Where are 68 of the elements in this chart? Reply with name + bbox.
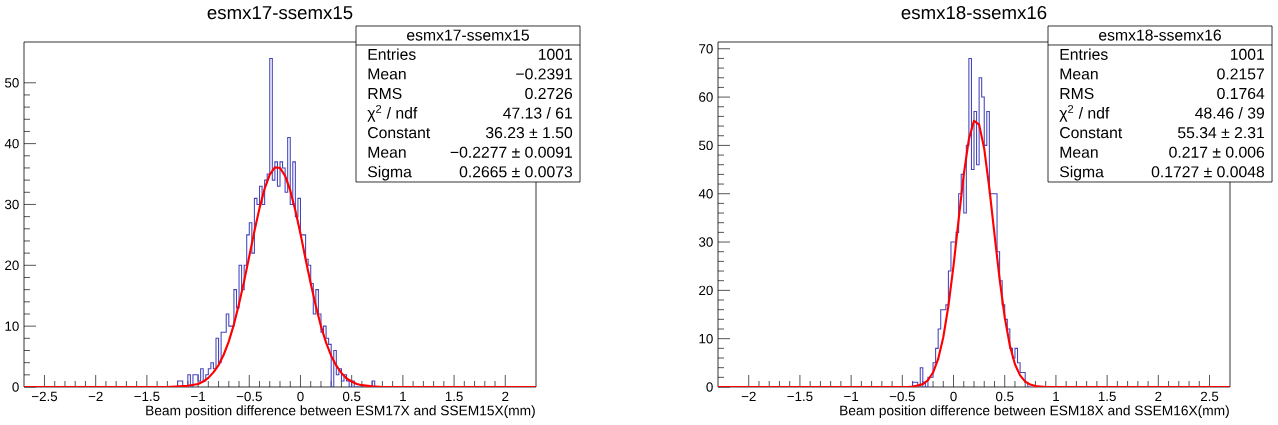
- chart-title: esmx18-ssemx16: [901, 5, 1047, 20]
- annotation: RMS: [368, 87, 402, 100]
- annotation: −0.2391: [516, 68, 572, 80]
- text: 1001: [1230, 48, 1264, 60]
- x-tick-label: 1.5: [1098, 391, 1116, 402]
- y-tick-label: 0: [12, 382, 19, 392]
- annotation: Entries: [1060, 48, 1108, 60]
- annotation: χ$^{2}$ / ndf: [1059, 105, 1110, 122]
- x-tick-label: −2: [741, 391, 756, 402]
- x-tick-label: −1: [191, 391, 206, 401]
- x-tick-label: −1.5: [787, 391, 813, 402]
- annotation: 0.217 ± 0.006: [1169, 146, 1265, 158]
- y-tick-label: 40: [4, 138, 19, 149]
- x-tick-label: −1: [844, 391, 859, 401]
- y-tick-label: 30: [698, 237, 713, 247]
- y-tick-label: 40: [698, 189, 713, 199]
- x-tick-label: 2.5: [1200, 391, 1219, 402]
- annotation: Mean: [1060, 146, 1098, 158]
- annotation: 0.2665 ± 0.0073: [459, 166, 573, 178]
- annotation: Sigma: [1059, 165, 1104, 181]
- annotation: 48.46 / 39: [1195, 107, 1264, 119]
- x-tick-label: 0.5: [995, 391, 1014, 402]
- y-tick-label: 10: [5, 321, 19, 331]
- text: esmx18-ssemx16: [1099, 29, 1221, 41]
- annotation: Constant: [1060, 127, 1123, 139]
- x-tick-label: −2: [88, 391, 103, 402]
- annotation: 0.2726: [525, 87, 573, 100]
- annotation: Sigma: [367, 165, 412, 181]
- y-tick-label: 10: [699, 333, 713, 344]
- annotation: 47.13 / 61: [503, 107, 572, 119]
- annotation: 55.34 ± 2.31: [1178, 127, 1264, 139]
- annotation: 0.1764: [1217, 87, 1265, 100]
- chart-title: esmx17-ssemx15: [207, 6, 353, 20]
- text: esmx17-ssemx15: [407, 29, 529, 41]
- text: 1001: [538, 48, 572, 60]
- x-tick-label: 1: [1053, 391, 1059, 401]
- x-tick-label: 0: [950, 391, 957, 402]
- annotation: RMS: [1060, 87, 1094, 100]
- annotation: Mean: [368, 146, 406, 158]
- annotation: 36.23 ± 1.50: [485, 127, 573, 139]
- x-tick-label: 1.5: [445, 391, 463, 402]
- x-tick-label: 2: [1155, 391, 1162, 402]
- annotation: −0.2277 ± 0.0091: [450, 146, 572, 158]
- x-tick-label: −2.5: [31, 391, 58, 402]
- x-tick-label: −0.5: [236, 391, 262, 402]
- y-tick-label: 20: [5, 260, 19, 271]
- y-tick-label: 50: [699, 140, 713, 151]
- x-tick-label: −1.5: [134, 391, 160, 402]
- y-tick-label: 0: [706, 382, 713, 392]
- annotation: Mean: [1060, 68, 1098, 80]
- annotation: Mean: [368, 68, 406, 80]
- annotation: 0.2157: [1217, 68, 1264, 80]
- y-tick-label: 20: [699, 285, 713, 296]
- x-axis-title: Beam position difference between ESM18X and SSEM16X(mm): [840, 405, 1229, 419]
- x-axis-title: Beam position difference between ESM17X and SSEM15X(mm): [146, 405, 535, 419]
- x-tick-label: −0.5: [889, 391, 915, 402]
- y-tick-label: 30: [4, 199, 19, 210]
- x-tick-label: 2: [502, 391, 509, 402]
- y-tick-label: 70: [699, 44, 713, 54]
- y-tick-label: 60: [699, 92, 713, 102]
- annotation: 0.1727 ± 0.0048: [1151, 166, 1265, 178]
- y-tick-label: 50: [5, 78, 19, 88]
- x-tick-label: 1: [400, 391, 406, 401]
- x-tick-label: 0: [297, 391, 304, 402]
- annotation: χ$^{2}$ / ndf: [367, 105, 418, 122]
- annotation: Constant: [368, 127, 431, 139]
- x-tick-label: 0.5: [342, 391, 361, 402]
- annotation: Entries: [368, 48, 416, 60]
